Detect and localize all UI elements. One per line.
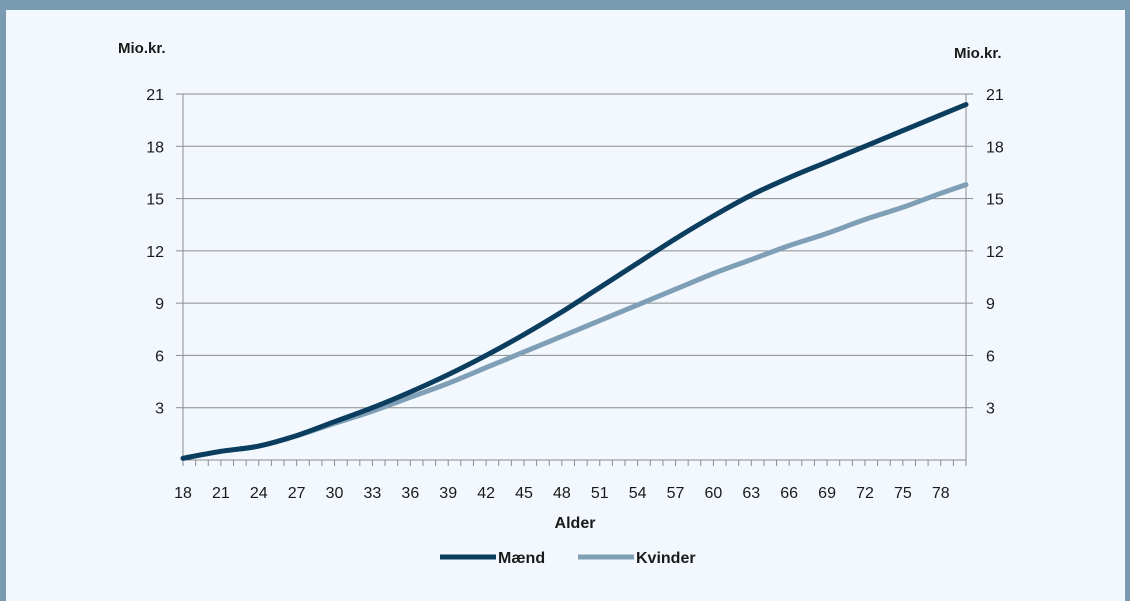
- x-tick-label-0: 18: [174, 485, 192, 502]
- y-tick-label-right-3: 12: [986, 244, 1004, 261]
- y-tick-label-right-4: 15: [986, 192, 1004, 209]
- x-tick-label-10: 48: [553, 485, 571, 502]
- y-axis-left-unit: Mio.kr.: [118, 40, 166, 57]
- legend-label-kvinder: Kvinder: [636, 550, 696, 567]
- y-tick-label-left-2: 9: [155, 296, 164, 313]
- x-tick-label-7: 39: [439, 485, 457, 502]
- axes: [182, 94, 967, 461]
- y-tick-label-left-1: 6: [155, 348, 164, 365]
- gridlines: [183, 93, 966, 409]
- x-tick-label-9: 45: [515, 485, 533, 502]
- x-tick-label-19: 75: [894, 485, 912, 502]
- y-tick-label-right-0: 3: [986, 401, 995, 418]
- legend: Mænd Kvinder: [440, 550, 696, 567]
- x-tick-label-11: 51: [591, 485, 609, 502]
- y-axis-left-ticks: 3 6 9 12 15 18 21: [146, 87, 183, 418]
- y-tick-label-left-0: 3: [155, 401, 164, 418]
- x-axis-title: Alder: [555, 515, 596, 532]
- x-tick-label-14: 60: [705, 485, 723, 502]
- y-tick-label-left-6: 21: [146, 87, 164, 104]
- series-line-maend: [180, 102, 969, 461]
- x-tick-label-12: 54: [629, 485, 647, 502]
- y-tick-label-right-1: 6: [986, 348, 995, 365]
- y-axis-right-unit: Mio.kr.: [954, 45, 1002, 62]
- x-tick-label-16: 66: [780, 485, 798, 502]
- x-axis-ticks: 18 21 24 27 30 33 36 39 42 45 48 51 54 57 60 63 66 69 72 75…: [174, 460, 967, 502]
- series-line-kvinder: [180, 182, 969, 461]
- y-tick-label-left-3: 12: [146, 244, 164, 261]
- series-lines: [180, 102, 969, 461]
- x-tick-label-17: 69: [818, 485, 836, 502]
- y-tick-label-right-6: 21: [986, 87, 1004, 104]
- legend-label-maend: Mænd: [498, 550, 545, 567]
- chart-panel: [6, 10, 1125, 601]
- y-tick-label-right-2: 9: [986, 296, 995, 313]
- y-tick-label-right-5: 18: [986, 139, 1004, 156]
- x-tick-label-4: 30: [326, 485, 344, 502]
- x-tick-label-13: 57: [667, 485, 685, 502]
- x-tick-label-20: 78: [932, 485, 950, 502]
- x-tick-label-6: 36: [401, 485, 419, 502]
- y-tick-label-left-5: 18: [146, 139, 164, 156]
- x-tick-label-1: 21: [212, 485, 230, 502]
- x-tick-label-15: 63: [742, 485, 760, 502]
- x-tick-label-8: 42: [477, 485, 495, 502]
- y-axis-right-ticks: 3 6 9 12 15 18 21: [966, 87, 1004, 418]
- top-strip: [0, 0, 1130, 10]
- y-tick-label-left-4: 15: [146, 192, 164, 209]
- x-tick-label-3: 27: [288, 485, 306, 502]
- x-tick-label-2: 24: [250, 485, 268, 502]
- x-tick-label-18: 72: [856, 485, 874, 502]
- x-tick-label-5: 33: [364, 485, 382, 502]
